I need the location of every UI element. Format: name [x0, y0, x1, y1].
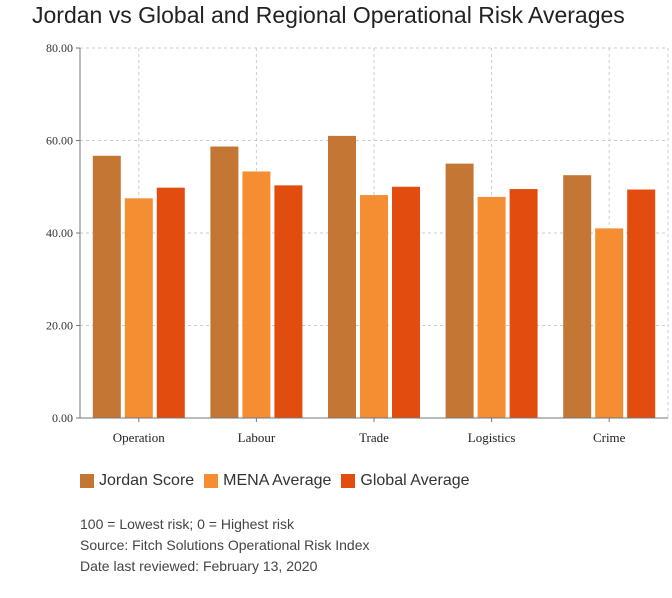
bar-jordan-score-logistics: [445, 163, 474, 418]
legend-swatch: [341, 474, 356, 488]
y-tick-label: 0.00: [52, 411, 73, 425]
y-tick-label: 40.00: [46, 226, 73, 240]
y-tick-label: 20.00: [46, 319, 73, 333]
bar-jordan-score-labour: [210, 146, 239, 418]
legend-label: MENA Average: [223, 472, 332, 489]
legend-item-global-average: Global Average: [341, 472, 470, 490]
risk-scale-note: 100 = Lowest risk; 0 = Highest risk: [80, 516, 294, 532]
bar-global-average-trade: [392, 186, 420, 418]
x-tick-label: Trade: [359, 430, 389, 445]
bar-mena-average-trade: [360, 195, 388, 418]
chart-title: Jordan vs Global and Regional Operationa…: [32, 2, 625, 28]
legend-item-mena-average: MENA Average: [204, 472, 331, 490]
bar-global-average-crime: [627, 189, 656, 418]
legend-label: Jordan Score: [99, 472, 195, 489]
bar-mena-average-crime: [595, 228, 624, 418]
bar-global-average-operation: [156, 187, 185, 418]
legend: Jordan Score MENA Average Global Average: [80, 472, 470, 490]
legend-label: Global Average: [360, 472, 470, 489]
source-note: Source: Fitch Solutions Operational Risk…: [80, 537, 370, 553]
bar-jordan-score-trade: [328, 135, 356, 418]
x-tick-label: Crime: [593, 430, 626, 445]
date-reviewed-note: Date last reviewed: February 13, 2020: [80, 558, 318, 574]
x-tick-label: Operation: [113, 430, 165, 445]
x-tick-label: Logistics: [468, 430, 516, 445]
x-tick-label: Labour: [238, 430, 276, 445]
legend-swatch: [204, 474, 219, 488]
bar-mena-average-logistics: [477, 196, 506, 418]
bar-mena-average-labour: [242, 171, 271, 418]
y-tick-label: 60.00: [46, 134, 73, 148]
bar-chart: 0.00 20.00 40.00 60.00 80.00 Operation Labour T…: [46, 41, 669, 445]
bar-global-average-labour: [274, 185, 303, 418]
bar-mena-average-operation: [124, 198, 153, 418]
y-tick-label: 80.00: [46, 41, 73, 55]
legend-item-jordan-score: Jordan Score: [80, 472, 194, 490]
legend-swatch: [80, 474, 94, 488]
bar-jordan-score-crime: [563, 175, 592, 418]
bar-jordan-score-operation: [92, 155, 121, 418]
bar-global-average-logistics: [509, 189, 538, 418]
chart-notes: 100 = Lowest risk; 0 = Highest risk Sour…: [80, 514, 369, 577]
